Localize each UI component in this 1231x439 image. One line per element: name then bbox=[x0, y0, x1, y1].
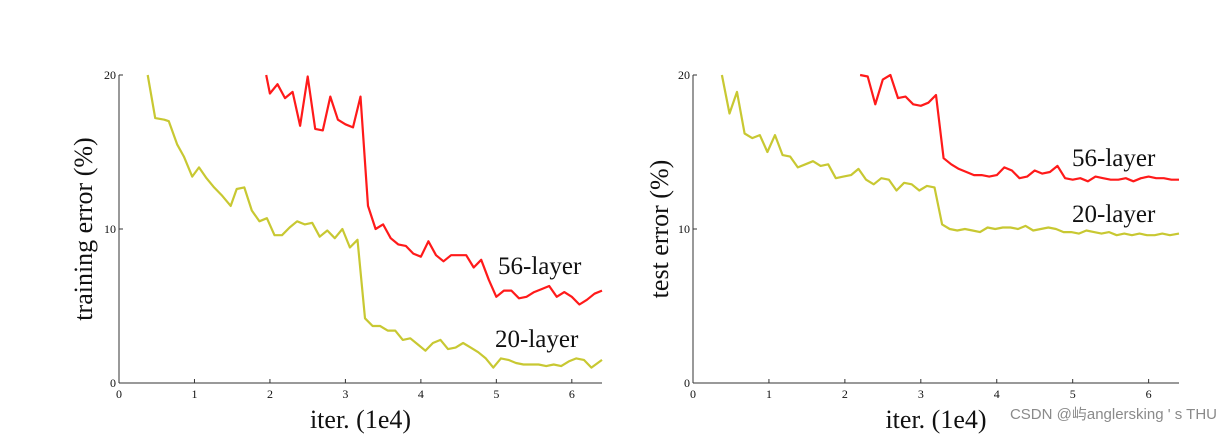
x-axis-label: iter. (1e4) bbox=[310, 405, 411, 434]
x-tick-label: 3 bbox=[918, 387, 924, 401]
series-label-20-layer: 20-layer bbox=[1072, 201, 1156, 228]
series-line-20-layer bbox=[720, 74, 1180, 237]
y-tick-label: 20 bbox=[678, 68, 690, 82]
chart-2: 0 1 2 3 4 5 6 0 10 20 iter. (1e4) test error (%) 56-… bbox=[645, 68, 1180, 434]
x-tick-label: 2 bbox=[267, 387, 273, 401]
y-axis-label: test error (%) bbox=[645, 160, 674, 299]
y-tick-label: 0 bbox=[684, 376, 690, 390]
x-axis-label: iter. (1e4) bbox=[885, 405, 986, 434]
x-tick-label: 4 bbox=[994, 387, 1000, 401]
x-tick-label: 1 bbox=[191, 387, 197, 401]
x-tick-label: 0 bbox=[116, 387, 122, 401]
series-label-20-layer: 20-layer bbox=[495, 326, 579, 353]
x-tick-label: 3 bbox=[342, 387, 348, 401]
x-tick-label: 2 bbox=[842, 387, 848, 401]
watermark-text: CSDN @屿anglersking ' s THU bbox=[1009, 406, 1217, 423]
x-tick-label: 5 bbox=[1070, 387, 1076, 401]
y-tick-label: 10 bbox=[104, 222, 116, 236]
y-tick-label: 10 bbox=[678, 222, 690, 236]
x-tick-label: 6 bbox=[1146, 387, 1152, 401]
x-tick-label: 4 bbox=[418, 387, 424, 401]
series-line-20-layer bbox=[146, 74, 603, 369]
series-line-56-layer bbox=[859, 73, 1179, 183]
x-tick-label: 1 bbox=[766, 387, 772, 401]
series-label-56-layer: 56-layer bbox=[498, 253, 582, 280]
y-tick-label: 0 bbox=[110, 376, 116, 390]
x-tick-label: 6 bbox=[569, 387, 575, 401]
series-line-56-layer bbox=[265, 74, 603, 306]
x-tick-label: 5 bbox=[493, 387, 499, 401]
series-label-56-layer: 56-layer bbox=[1072, 145, 1156, 172]
y-tick-label: 20 bbox=[104, 68, 116, 82]
x-tick-label: 0 bbox=[690, 387, 696, 401]
chart-1: 0 1 2 3 4 5 6 0 10 20 iter. (1e4) training error (%… bbox=[69, 68, 603, 434]
y-axis-label: training error (%) bbox=[69, 137, 98, 320]
